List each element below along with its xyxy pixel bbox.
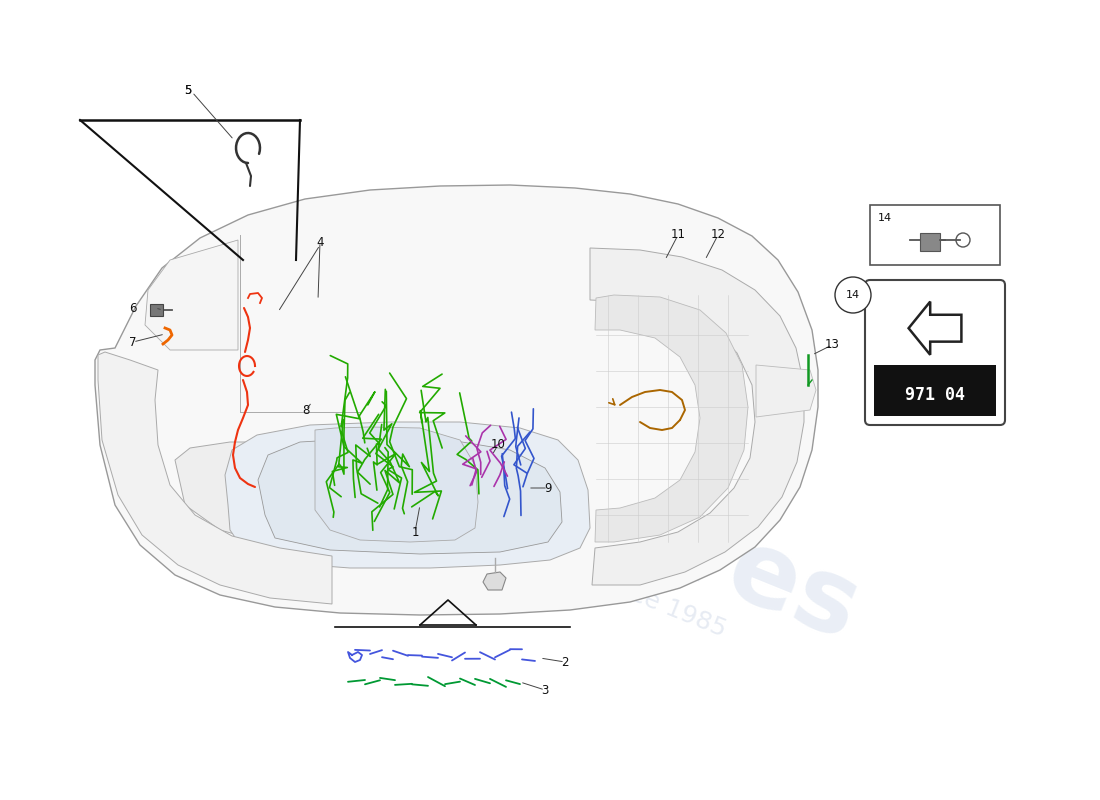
Text: 5: 5 — [185, 83, 191, 97]
Polygon shape — [175, 442, 425, 555]
Text: 11: 11 — [671, 229, 685, 242]
Polygon shape — [756, 365, 816, 417]
Polygon shape — [226, 422, 590, 568]
Text: 10: 10 — [491, 438, 505, 451]
Polygon shape — [595, 295, 748, 542]
FancyBboxPatch shape — [865, 280, 1005, 425]
Polygon shape — [483, 572, 506, 590]
Bar — [874, 289, 996, 363]
Text: 5: 5 — [185, 83, 191, 97]
Circle shape — [835, 277, 871, 313]
Text: 1: 1 — [411, 526, 419, 538]
Polygon shape — [909, 302, 961, 355]
Text: 2: 2 — [561, 655, 569, 669]
Text: eurospares: eurospares — [226, 322, 875, 662]
Text: 3: 3 — [541, 683, 549, 697]
Polygon shape — [145, 240, 238, 350]
Polygon shape — [590, 248, 804, 585]
Text: 13: 13 — [825, 338, 839, 351]
Text: a passion for parts since 1985: a passion for parts since 1985 — [371, 478, 729, 642]
Text: 7: 7 — [130, 335, 136, 349]
Text: 14: 14 — [878, 213, 892, 223]
Text: 9: 9 — [544, 482, 552, 494]
Polygon shape — [95, 185, 818, 615]
Polygon shape — [315, 427, 478, 542]
Text: 4: 4 — [317, 235, 323, 249]
Polygon shape — [258, 438, 562, 554]
Text: 8: 8 — [302, 403, 310, 417]
Text: 971 04: 971 04 — [905, 386, 965, 404]
Text: 6: 6 — [130, 302, 136, 314]
Bar — [150, 304, 163, 316]
Polygon shape — [98, 352, 332, 604]
Bar — [920, 233, 940, 251]
Bar — [874, 365, 996, 416]
Text: 12: 12 — [711, 229, 726, 242]
Text: 14: 14 — [846, 290, 860, 300]
Bar — [870, 205, 1000, 265]
